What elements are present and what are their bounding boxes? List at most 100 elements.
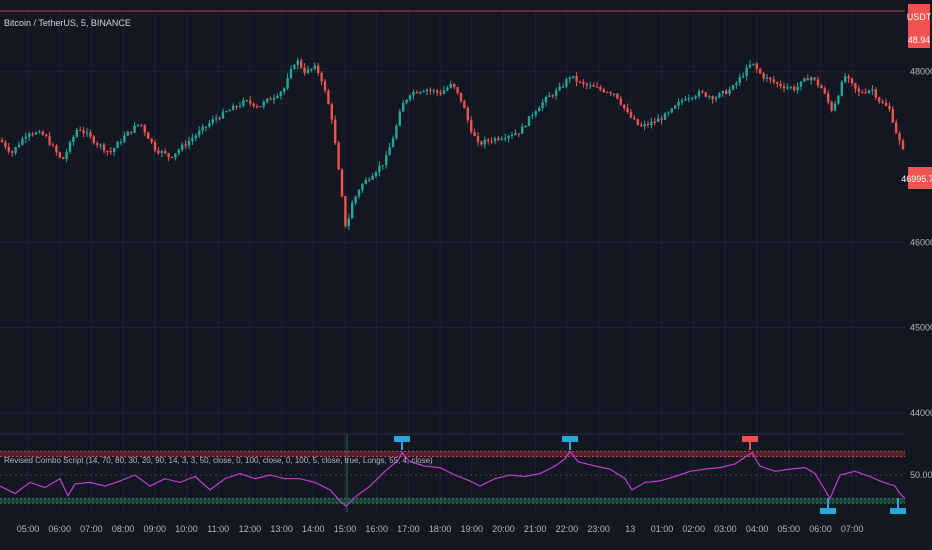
price-tick-label: 44000.00 [910, 408, 932, 418]
candle-body [102, 144, 106, 151]
candle-body [527, 116, 531, 126]
candle-body [555, 90, 558, 96]
candle-body [170, 156, 174, 158]
candle-body [354, 196, 357, 203]
indicator-line [0, 450, 906, 507]
candle-body [789, 87, 792, 89]
candle-body [585, 83, 588, 86]
candle-body [616, 93, 619, 99]
candle-body [850, 78, 854, 84]
candle-body [609, 92, 612, 94]
candle-body [827, 93, 830, 102]
candle-body [646, 124, 650, 126]
candle-body [41, 131, 44, 135]
candle-body [286, 77, 289, 89]
candle-body [721, 90, 724, 94]
signal-marker-top [394, 436, 410, 442]
candle-body [623, 104, 626, 109]
candle-body [330, 104, 333, 120]
candle-body [126, 131, 129, 136]
price-axis[interactable]: 48000.00 46000.00 45000.00 44000.00 50.00 [910, 67, 932, 480]
candle-body [24, 136, 27, 139]
candle-body [119, 142, 123, 144]
candle-body [643, 124, 646, 127]
signal-marker-top [562, 436, 578, 442]
signal-marker-bottom [890, 508, 906, 514]
candle-body [317, 65, 320, 73]
candle-body [619, 98, 622, 105]
candle-body [561, 86, 565, 88]
candle-body [691, 97, 694, 99]
candle-body [351, 202, 354, 219]
candle-body [415, 91, 418, 94]
candle-body [436, 90, 439, 93]
candle-body [463, 100, 466, 109]
candle-body [255, 106, 259, 108]
candle-body [38, 131, 41, 133]
current-price-label: 46995.72 [901, 174, 932, 184]
candle-body [589, 85, 592, 87]
candle-body [439, 92, 442, 94]
candle-body [738, 77, 741, 83]
candle-body [374, 172, 378, 177]
signal-marker-top [742, 436, 758, 442]
candle-body [109, 151, 112, 153]
time-tick-label: 04:00 [746, 524, 769, 534]
candle-body [874, 89, 877, 98]
candle-body [833, 103, 837, 111]
candle-body [211, 119, 214, 124]
candle-body [575, 75, 578, 82]
candle-body [456, 87, 459, 93]
candle-body [728, 89, 731, 94]
usdt-badge [908, 4, 930, 38]
candle-body [701, 91, 704, 93]
time-tick-label: 10:00 [175, 524, 198, 534]
candle-body [337, 142, 340, 170]
candle-body [840, 82, 843, 96]
candle-body [204, 126, 208, 128]
time-tick-label: 07:00 [80, 524, 103, 534]
candle-body [816, 79, 820, 86]
candle-body [408, 95, 412, 100]
candle-body [164, 151, 167, 154]
candle-body [844, 76, 847, 83]
current-price-badge [908, 167, 932, 189]
candle-body [187, 140, 191, 146]
candle-body [113, 148, 116, 153]
candle-body [167, 153, 170, 157]
candle-body [684, 99, 687, 101]
candle-body [898, 133, 901, 141]
candle-body [541, 102, 544, 109]
candle-body [303, 67, 306, 73]
candle-body [276, 95, 279, 98]
candle-body [895, 122, 898, 134]
time-tick-label: 06:00 [48, 524, 71, 534]
candle-body [731, 85, 735, 90]
candle-body [725, 90, 728, 94]
oversold-band [0, 498, 905, 504]
candle-body [582, 81, 585, 84]
candle-body [459, 92, 463, 101]
candle-body [361, 183, 364, 190]
candle-body [453, 83, 456, 88]
candle-body [565, 79, 568, 87]
candle-body [837, 95, 840, 104]
candle-body [782, 86, 786, 89]
candle-body [867, 90, 871, 93]
candle-body [694, 96, 697, 98]
time-tick-label: 20:00 [492, 524, 515, 534]
time-axis[interactable]: 05:00 06:00 07:00 08:00 09:00 10:00 11:00 12:00… [17, 524, 864, 534]
candle-body [11, 151, 14, 153]
candle-body [252, 103, 255, 107]
candle-body [779, 83, 782, 87]
candle-body [82, 130, 85, 134]
candle-body [327, 90, 330, 105]
candle-body [612, 93, 616, 95]
candle-body [28, 133, 31, 137]
candle-body [653, 121, 656, 123]
candle-body [650, 121, 653, 126]
candle-body [123, 135, 126, 143]
time-tick-label: 09:00 [144, 524, 167, 534]
candle-body [371, 176, 374, 180]
